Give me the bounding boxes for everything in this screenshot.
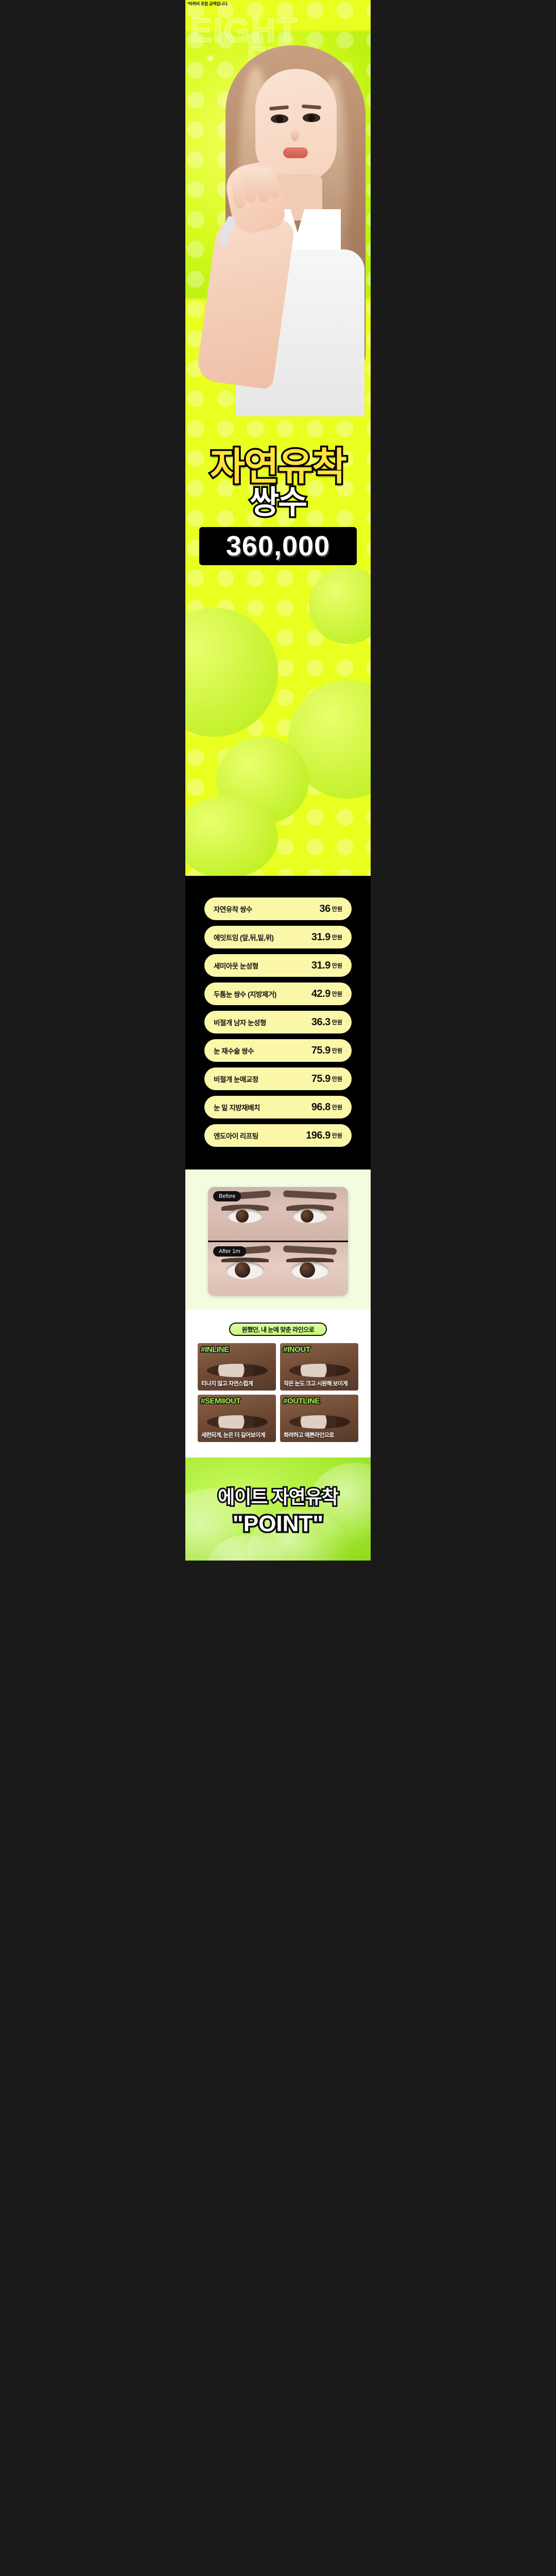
hero-title-sub: 쌍수	[248, 485, 309, 521]
hero-title-main: 자연유착	[185, 446, 371, 487]
model-nose	[291, 128, 299, 141]
price-item-value: 75.9	[311, 1044, 331, 1056]
price-item-value: 96.8	[311, 1101, 331, 1113]
line-types-section: 원했던, 내 눈에 맞춘 라인으로 #INLINE 티나지 않고 자연스럽게 #…	[185, 1309, 371, 1458]
price-item-name: 엔도아이 리프팅	[214, 1132, 258, 1140]
line-card-desc: 작은 눈도 크고 시원해 보이게	[284, 1381, 348, 1387]
model-lips	[283, 147, 308, 158]
ghost-wordmark-primary: EIGHT	[189, 11, 299, 49]
price-item-unit: 만원	[332, 1048, 342, 1054]
before-photo: Before	[208, 1187, 348, 1241]
line-card-tag: #SEMIIOUT	[200, 1396, 241, 1406]
line-card-semiiout[interactable]: #SEMIIOUT 세련되게, 눈은 더 길어보이게	[198, 1395, 276, 1442]
pricing-section: 자연유착 쌍수 36 만원 에잇트임 (앞,뒤,밑,위) 31.9 만원 세미아…	[185, 876, 371, 1170]
line-card-inout[interactable]: #INOUT 작은 눈도 크고 시원해 보이게	[280, 1343, 358, 1391]
eye-right	[286, 1205, 334, 1228]
line-card-desc: 티나지 않고 자연스럽게	[201, 1381, 253, 1387]
price-item-name: 비절개 남자 눈성형	[214, 1019, 266, 1027]
line-card-tag: #INOUT	[283, 1345, 311, 1355]
point-title-lockup: 에이트 자연유착 "POINT"	[185, 1482, 371, 1538]
table-row[interactable]: 세미아웃 눈성형 31.9 만원	[204, 954, 352, 977]
price-item-value: 31.9	[311, 959, 331, 971]
price-item-name: 눈 밑 지방재배치	[214, 1104, 260, 1112]
table-row[interactable]: 두툼눈 쌍수 (지방제거) 42.9 만원	[204, 982, 352, 1005]
eye-left	[221, 1205, 269, 1228]
price-item-name: 세미아웃 눈성형	[214, 962, 258, 970]
model-photo	[195, 45, 371, 416]
price-item-value: 36	[319, 903, 331, 914]
eye-photo	[198, 1343, 276, 1391]
price-item-unit: 만원	[332, 1076, 342, 1082]
table-row[interactable]: 비절개 눈매교정 75.9 만원	[204, 1067, 352, 1090]
point-title-line2: "POINT"	[231, 1510, 325, 1538]
hero-title-lockup: 자연유착 쌍수 360,000	[185, 446, 371, 566]
price-item-unit: 만원	[332, 935, 342, 941]
price-item-name: 두툼눈 쌍수 (지방제거)	[214, 991, 276, 998]
eye-right	[286, 1258, 334, 1284]
eye-photo	[198, 1395, 276, 1442]
line-card-desc: 화려하고 예쁜라인으로	[284, 1432, 334, 1438]
line-card-tag: #INLINE	[200, 1345, 230, 1355]
price-item-unit: 만원	[332, 1105, 342, 1111]
line-card-outline[interactable]: #OUTLINE 화려하고 예쁜라인으로	[280, 1395, 358, 1442]
star-icon: ★	[206, 53, 215, 64]
decorative-blob	[309, 567, 371, 644]
line-types-heading: 원했던, 내 눈에 맞춘 라인으로	[229, 1323, 327, 1336]
price-item-value: 196.9	[306, 1129, 331, 1141]
point-title-line1: 에이트 자연유착	[216, 1485, 340, 1509]
model-eye	[303, 113, 320, 122]
price-item-unit: 만원	[332, 906, 342, 912]
price-item-name: 눈 재수술 쌍수	[214, 1047, 254, 1055]
eye-photo	[280, 1395, 358, 1442]
price-item-value: 31.9	[311, 931, 331, 943]
after-photo: After 1m	[208, 1242, 348, 1296]
before-badge: Before	[213, 1191, 241, 1201]
decorative-blob	[185, 796, 278, 876]
line-card-desc: 세련되게, 눈은 더 길어보이게	[201, 1432, 266, 1438]
table-row[interactable]: 에잇트임 (앞,뒤,밑,위) 31.9 만원	[204, 926, 352, 948]
hero-disclaimer: *마취비 포함 금액입니다.	[187, 2, 229, 6]
model-face	[255, 69, 337, 182]
table-row[interactable]: 자연유착 쌍수 36 만원	[204, 897, 352, 920]
table-row[interactable]: 눈 재수술 쌍수 75.9 만원	[204, 1039, 352, 1062]
price-item-unit: 만원	[332, 1020, 342, 1026]
eye-photo	[280, 1343, 358, 1391]
eye-left	[221, 1258, 269, 1284]
promo-page: *마취비 포함 금액입니다. EIGHT EYE ★ ★ ★	[185, 0, 371, 1561]
price-item-value: 75.9	[311, 1073, 331, 1084]
line-card-inline[interactable]: #INLINE 티나지 않고 자연스럽게	[198, 1343, 276, 1391]
table-row[interactable]: 비절개 남자 눈성형 36.3 만원	[204, 1011, 352, 1033]
price-item-unit: 만원	[332, 963, 342, 969]
point-section: 에이트 자연유착 "POINT"	[185, 1458, 371, 1561]
price-item-value: 36.3	[311, 1016, 331, 1028]
table-row[interactable]: 눈 밑 지방재배치 96.8 만원	[204, 1096, 352, 1118]
photo-divider	[208, 1241, 348, 1242]
table-row[interactable]: 엔도아이 리프팅 196.9 만원	[204, 1124, 352, 1147]
price-item-name: 자연유착 쌍수	[214, 906, 252, 913]
before-after-section: Before After 1m	[185, 1170, 371, 1309]
price-item-unit: 만원	[332, 991, 342, 997]
before-after-card: Before After 1m	[208, 1187, 348, 1296]
price-item-name: 비절개 눈매교정	[214, 1076, 258, 1083]
model-eye	[271, 114, 288, 123]
line-card-tag: #OUTLINE	[283, 1396, 321, 1406]
after-badge: After 1m	[213, 1246, 246, 1257]
price-item-unit: 만원	[332, 1133, 342, 1139]
hero-price-value: 360,000	[225, 531, 331, 562]
hero-price-badge: 360,000	[199, 527, 357, 566]
line-types-grid: #INLINE 티나지 않고 자연스럽게 #INOUT 작은 눈도 크고 시원해…	[198, 1343, 358, 1442]
hero-section: *마취비 포함 금액입니다. EIGHT EYE ★ ★ ★	[185, 0, 371, 876]
price-item-value: 42.9	[311, 988, 331, 999]
price-item-name: 에잇트임 (앞,뒤,밑,위)	[214, 934, 274, 942]
